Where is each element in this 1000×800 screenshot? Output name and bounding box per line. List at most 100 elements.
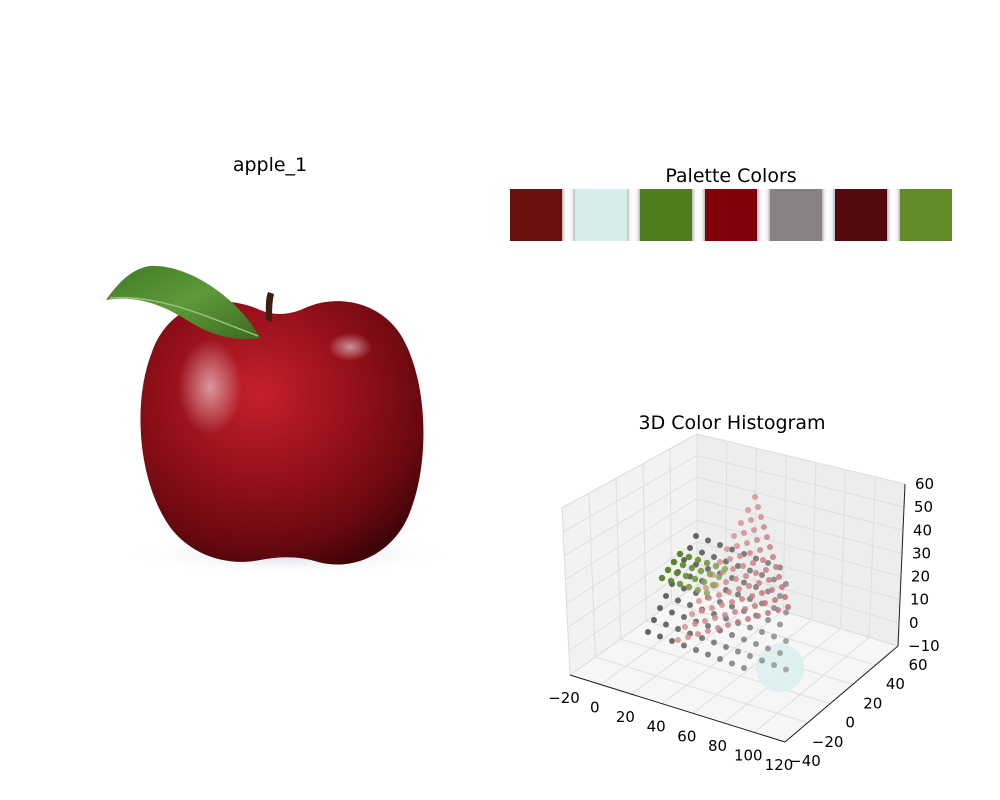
histogram-point xyxy=(772,597,778,603)
histogram-point xyxy=(685,583,693,591)
grid-line xyxy=(753,448,757,603)
histogram-point xyxy=(717,559,723,565)
histogram-point xyxy=(669,638,675,644)
grid-line xyxy=(696,433,906,485)
histogram-point xyxy=(783,666,789,673)
histogram-point xyxy=(760,557,766,563)
histogram-point xyxy=(749,593,755,599)
grid-line xyxy=(661,610,784,705)
palette-swatch xyxy=(835,189,887,241)
histogram-point xyxy=(682,624,688,630)
histogram-point xyxy=(715,573,723,581)
histogram-point xyxy=(682,572,690,580)
grid-line xyxy=(620,638,831,705)
y-tick-label: −20 xyxy=(812,733,844,751)
histogram-point xyxy=(755,504,761,510)
grid-line xyxy=(561,433,698,509)
histogram-point xyxy=(782,594,788,600)
histogram-point xyxy=(724,546,730,552)
x-tick-label: 40 xyxy=(647,718,666,736)
histogram-point xyxy=(700,578,708,586)
y-tick-label: −40 xyxy=(789,752,821,770)
leaf-vein xyxy=(109,296,259,337)
histogram-point xyxy=(719,602,725,608)
histogram-point xyxy=(734,543,740,549)
grid-line xyxy=(568,563,698,652)
histogram-point xyxy=(753,641,759,647)
histogram-point xyxy=(712,562,720,570)
grid-line xyxy=(696,476,904,531)
histogram-point xyxy=(747,653,753,659)
histogram-point xyxy=(752,603,758,609)
grid-line xyxy=(696,498,903,554)
palette-swatch xyxy=(575,189,627,241)
histogram-point xyxy=(770,554,776,560)
histogram-point xyxy=(777,621,783,628)
histogram-point xyxy=(746,583,752,589)
histogram-point xyxy=(697,567,705,575)
histogram-point xyxy=(693,533,699,539)
histogram-point xyxy=(743,573,749,579)
histogram-point xyxy=(691,575,699,583)
grid-line xyxy=(753,636,870,733)
histogram-point xyxy=(775,607,781,613)
grid-line xyxy=(565,498,698,580)
histogram-point xyxy=(765,560,771,566)
histogram-point xyxy=(738,520,744,526)
histogram-point xyxy=(681,585,687,592)
histogram-point xyxy=(675,626,681,632)
histogram-point xyxy=(730,566,736,572)
histogram-point xyxy=(696,598,702,604)
grid-line xyxy=(669,448,673,604)
histogram-point xyxy=(765,617,771,623)
x-tick-label: 60 xyxy=(677,727,696,745)
histogram-point xyxy=(699,549,705,556)
apple-stem xyxy=(265,292,274,322)
histogram-point xyxy=(703,585,709,591)
histogram-point xyxy=(657,605,663,611)
histogram-point xyxy=(757,547,763,553)
histogram-point xyxy=(716,592,722,598)
y-axis-line xyxy=(784,645,899,743)
histogram-point xyxy=(729,660,735,667)
histogram-point xyxy=(753,570,759,576)
grid-line xyxy=(566,519,698,604)
histogram-point xyxy=(739,596,745,602)
histogram-point xyxy=(732,609,738,615)
histogram-point xyxy=(773,564,779,570)
grid-line xyxy=(567,541,698,628)
histogram-point xyxy=(712,615,718,621)
histogram-point xyxy=(705,623,711,629)
x-tick-label: 20 xyxy=(616,708,635,726)
grid-line xyxy=(696,584,899,647)
grid-line xyxy=(811,462,817,620)
color-histogram-3d: −20020406080100120−40−200204060−10010203… xyxy=(548,433,940,774)
histogram-point xyxy=(722,612,728,618)
histogram-point xyxy=(764,534,770,540)
grid-line xyxy=(696,519,902,578)
histogram-point xyxy=(735,563,741,569)
histogram-point xyxy=(705,651,711,658)
z-tick-label: 60 xyxy=(915,475,934,493)
histogram-point xyxy=(755,613,761,619)
grid-line xyxy=(696,562,900,624)
histogram-point xyxy=(685,553,693,561)
histogram-point xyxy=(735,591,741,598)
palette-swatch xyxy=(705,189,757,241)
grid-line xyxy=(615,478,622,640)
grid-line xyxy=(562,455,698,533)
z-tick-label: 30 xyxy=(912,544,931,562)
histogram-point xyxy=(779,584,785,590)
histogram-point xyxy=(765,645,771,652)
histogram-point xyxy=(651,617,657,623)
histogram-point xyxy=(747,624,753,631)
histogram-point xyxy=(681,642,687,649)
grid-line xyxy=(696,455,905,508)
z-tick-label: 0 xyxy=(909,614,919,632)
palette-swatch xyxy=(510,189,562,241)
histogram-point xyxy=(694,556,702,564)
histogram-point xyxy=(737,553,743,559)
histogram-title: 3D Color Histogram xyxy=(638,412,826,434)
histogram-point xyxy=(688,564,696,572)
histogram-point xyxy=(673,569,681,577)
